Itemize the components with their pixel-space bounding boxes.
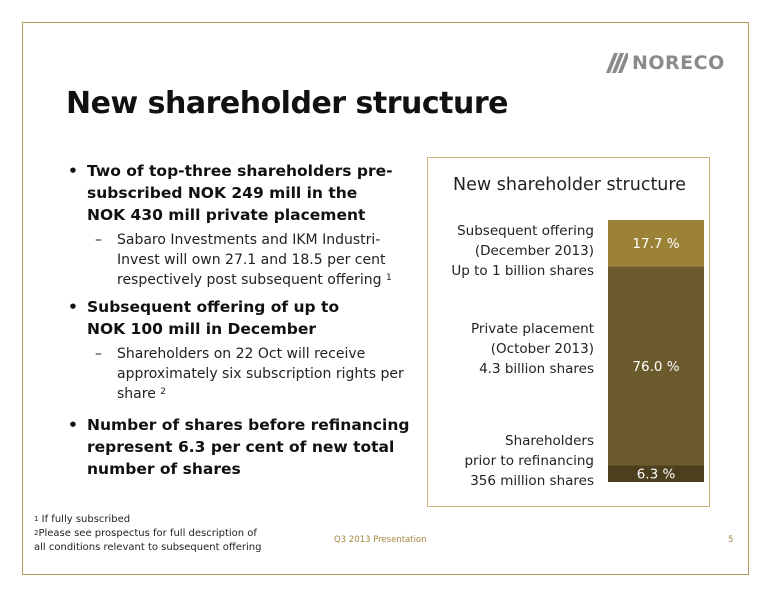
sub-bullet-2-line-1: Shareholders on 22 Oct will receive bbox=[117, 346, 366, 362]
value-label-1: 6.3 % bbox=[637, 467, 676, 483]
slide-title: New shareholder structure bbox=[66, 86, 509, 121]
bullet-3-line-1: Number of shares before refinancing bbox=[87, 416, 410, 434]
bar-segment-2 bbox=[608, 266, 704, 466]
bar-segment-3 bbox=[608, 220, 704, 267]
category-label-1-line-2: prior to refinancing bbox=[464, 453, 594, 469]
category-label-2-line-1: Private placement bbox=[471, 321, 594, 337]
footnote-1-line-1: If fully subscribed bbox=[41, 514, 131, 525]
bullet-2-line-2: NOK 100 mill in December bbox=[87, 320, 317, 338]
page-number: 5 bbox=[728, 535, 734, 545]
footnote-ref-2: 2 bbox=[160, 387, 166, 397]
bullet-2-line-1: Subsequent offering of up to bbox=[87, 298, 340, 316]
sub-bullet-1: – Sabaro Investments and IKM Industri- I… bbox=[66, 230, 418, 290]
footnote-2-line-2: all conditions relevant to subsequent of… bbox=[34, 542, 262, 553]
category-label-1-line-1: Shareholders bbox=[505, 433, 594, 449]
bullet-list: Two of top-three shareholders pre- subsc… bbox=[66, 160, 418, 480]
dash-marker: – bbox=[95, 232, 102, 248]
footer-presentation-name: Q3 2013 Presentation bbox=[334, 535, 427, 545]
sub-bullet-2-line-3: share bbox=[117, 386, 161, 402]
category-label-3-line-3: Up to 1 billion shares bbox=[451, 263, 594, 279]
bullet-1-line-2: subscribed NOK 249 mill in the bbox=[87, 184, 358, 202]
footnote-2-ref: 2 bbox=[34, 529, 39, 537]
chart-title: New shareholder structure bbox=[453, 175, 686, 195]
footnotes: 1 If fully subscribed 2Please see prospe… bbox=[34, 513, 261, 555]
sub-bullet-2-line-2: approximately six subscription rights pe… bbox=[117, 366, 404, 382]
sub-bullet-1-line-2: Invest will own 27.1 and 18.5 per cent bbox=[117, 252, 386, 268]
value-label-2: 76.0 % bbox=[632, 359, 679, 375]
footnote-ref-1: 1 bbox=[385, 273, 392, 283]
category-label-2-line-2: (October 2013) bbox=[491, 341, 594, 357]
bullet-3: Number of shares before refinancing repr… bbox=[66, 414, 418, 480]
slide-frame bbox=[22, 22, 749, 575]
bullet-3-line-3: number of shares bbox=[87, 460, 241, 478]
logo-text: NORECO bbox=[632, 52, 725, 74]
bullet-1-line-1: Two of top-three shareholders pre- bbox=[87, 162, 393, 180]
bar-segment-1 bbox=[608, 465, 704, 482]
value-label-3: 17.7 % bbox=[632, 236, 679, 252]
sub-bullet-1-line-1: Sabaro Investments and IKM Industri- bbox=[117, 232, 381, 248]
footnote-1-ref: 1 bbox=[34, 515, 39, 523]
stacked-bar-chart: 6.3 % 76.0 % 17.7 % Shareholders prior to re… bbox=[451, 220, 704, 489]
bullet-1-line-3: NOK 430 mill private placement bbox=[87, 206, 366, 224]
sub-bullet-1-line-3: respectively post subsequent offering bbox=[117, 272, 386, 288]
noreco-logo: NORECO bbox=[606, 52, 725, 74]
footnote-2: 2Please see prospectus for full descript… bbox=[34, 527, 261, 541]
category-label-2-line-3: 4.3 billion shares bbox=[479, 361, 594, 377]
noreco-logo-icon bbox=[606, 53, 628, 73]
bullet-3-line-2: represent 6.3 per cent of new total bbox=[87, 438, 395, 456]
sub-bullet-2: – Shareholders on 22 Oct will receive ap… bbox=[66, 344, 418, 404]
dash-marker: – bbox=[95, 346, 102, 362]
chart-panel: New shareholder structure 6.3 % 76.0 % 17.… bbox=[427, 157, 710, 507]
bullet-1: Two of top-three shareholders pre- subsc… bbox=[66, 160, 418, 226]
category-label-1-line-3: 356 million shares bbox=[470, 473, 594, 489]
bullet-2: Subsequent offering of up to NOK 100 mil… bbox=[66, 296, 418, 340]
category-label-3-line-2: (December 2013) bbox=[475, 243, 594, 259]
footnote-1: 1 If fully subscribed bbox=[34, 513, 261, 527]
footnote-2-line-1: Please see prospectus for full descripti… bbox=[38, 528, 257, 539]
category-label-3-line-1: Subsequent offering bbox=[457, 223, 594, 239]
